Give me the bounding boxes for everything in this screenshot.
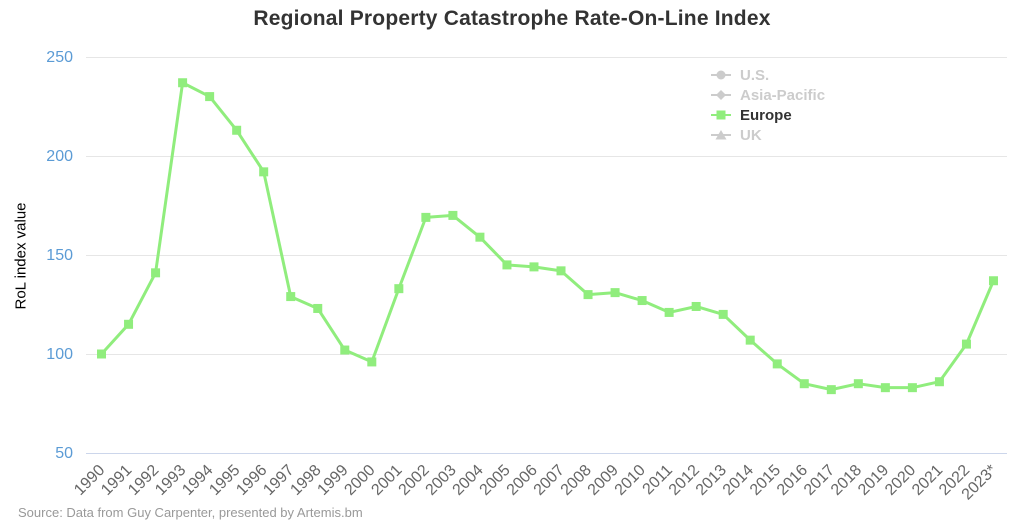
data-point-marker <box>475 232 485 242</box>
legend-label: Asia-Pacific <box>740 86 826 104</box>
x-axis-tick-label: 2015 <box>747 462 784 499</box>
data-point-marker <box>664 307 674 317</box>
x-axis-tick-label: 2004 <box>450 462 487 499</box>
legend-label: U.S. <box>740 66 770 84</box>
x-axis-tick-label: 1997 <box>260 462 297 499</box>
legend-item-u-s[interactable]: U.S. <box>711 65 825 85</box>
x-axis-tick-label: 2008 <box>558 462 595 499</box>
x-axis-tick-label: 2006 <box>504 462 541 499</box>
x-axis-tick-label: 2017 <box>801 462 838 499</box>
x-axis-tick-label: 2002 <box>396 462 433 499</box>
data-point-marker <box>367 357 377 367</box>
x-axis-tick-label: 2021 <box>909 462 946 499</box>
x-axis-tick-label: 2018 <box>828 462 865 499</box>
x-axis-tick-label: 2010 <box>612 462 649 499</box>
data-point-marker <box>313 303 323 313</box>
data-point-marker <box>340 345 350 355</box>
series-line-europe <box>100 81 995 392</box>
data-point-marker <box>988 276 998 286</box>
legend-label: Europe <box>740 106 792 124</box>
data-point-marker <box>556 266 566 276</box>
y-axis-title: RoL index value <box>12 202 30 310</box>
source-credit: Source: Data from Guy Carpenter, present… <box>18 505 363 520</box>
data-point-marker <box>502 260 512 270</box>
data-point-marker <box>178 78 188 88</box>
data-point-marker <box>826 385 836 395</box>
data-point-marker <box>583 290 593 300</box>
x-axis-tick-label: 1999 <box>314 462 351 499</box>
y-axis-tick-label: 50 <box>55 445 73 462</box>
legend-item-asia-pacific[interactable]: Asia-Pacific <box>711 85 825 105</box>
data-point-marker <box>691 301 701 311</box>
legend-label: UK <box>740 126 762 144</box>
data-point-marker <box>772 359 782 369</box>
data-point-marker <box>124 319 134 329</box>
x-axis-tick-label: 1996 <box>233 462 270 499</box>
x-axis-tick-label: 2016 <box>774 462 811 499</box>
data-point-marker <box>421 212 431 222</box>
x-axis-tick-label: 2020 <box>882 462 919 499</box>
legend: U.S. Asia-Pacific Europe UK <box>711 65 825 145</box>
x-axis-tick-label: 2005 <box>477 462 514 499</box>
diamond-icon <box>711 90 731 100</box>
x-axis-tick-label: 1992 <box>125 462 162 499</box>
x-axis-tick-label: 2012 <box>666 462 703 499</box>
x-axis-tick-label: 1994 <box>179 462 216 499</box>
data-point-marker <box>718 309 728 319</box>
x-axis-tick-label: 2003 <box>423 462 460 499</box>
data-point-marker <box>394 284 404 294</box>
x-axis-tick-label: 1995 <box>206 462 243 499</box>
x-axis-tick-label: 2009 <box>585 462 622 499</box>
circle-icon <box>711 70 731 80</box>
x-axis-tick-label: 1991 <box>98 462 135 499</box>
x-axis-tick-label: 2000 <box>341 462 378 499</box>
x-axis-tick-label: 2019 <box>855 462 892 499</box>
data-point-marker <box>151 268 161 278</box>
data-point-marker <box>637 296 647 306</box>
data-point-marker <box>286 292 296 302</box>
x-axis-tick-label: 2001 <box>368 462 405 499</box>
square-icon <box>711 110 731 120</box>
x-axis-tick-label: 2014 <box>720 462 757 499</box>
data-point-marker <box>610 288 620 298</box>
data-point-marker <box>880 383 890 393</box>
x-axis-tick-label: 1990 <box>71 462 108 499</box>
data-point-marker <box>232 125 242 135</box>
x-axis-tick-label: 1993 <box>152 462 189 499</box>
legend-item-europe[interactable]: Europe <box>711 105 825 125</box>
legend-item-uk[interactable]: UK <box>711 125 825 145</box>
data-point-marker <box>799 379 809 389</box>
data-point-marker <box>853 379 863 389</box>
data-point-marker <box>529 262 539 272</box>
data-point-marker <box>934 377 944 387</box>
x-axis-tick-label: 1998 <box>287 462 324 499</box>
data-point-marker <box>907 383 917 393</box>
x-axis-tick-label: 2013 <box>693 462 730 499</box>
data-point-marker <box>961 339 971 349</box>
data-point-marker <box>448 210 458 220</box>
y-axis-tick-label: 250 <box>46 49 73 66</box>
y-axis-tick-label: 100 <box>46 346 73 363</box>
data-point-marker <box>205 92 215 102</box>
chart-title: Regional Property Catastrophe Rate-On-Li… <box>253 7 771 30</box>
data-point-marker <box>259 167 269 177</box>
x-axis-tick-label: 2007 <box>531 462 568 499</box>
y-axis-tick-label: 200 <box>46 148 73 165</box>
data-point-marker <box>97 349 107 359</box>
y-axis-tick-label: 150 <box>46 247 73 264</box>
data-point-marker <box>745 335 755 345</box>
triangle-icon <box>711 130 731 140</box>
